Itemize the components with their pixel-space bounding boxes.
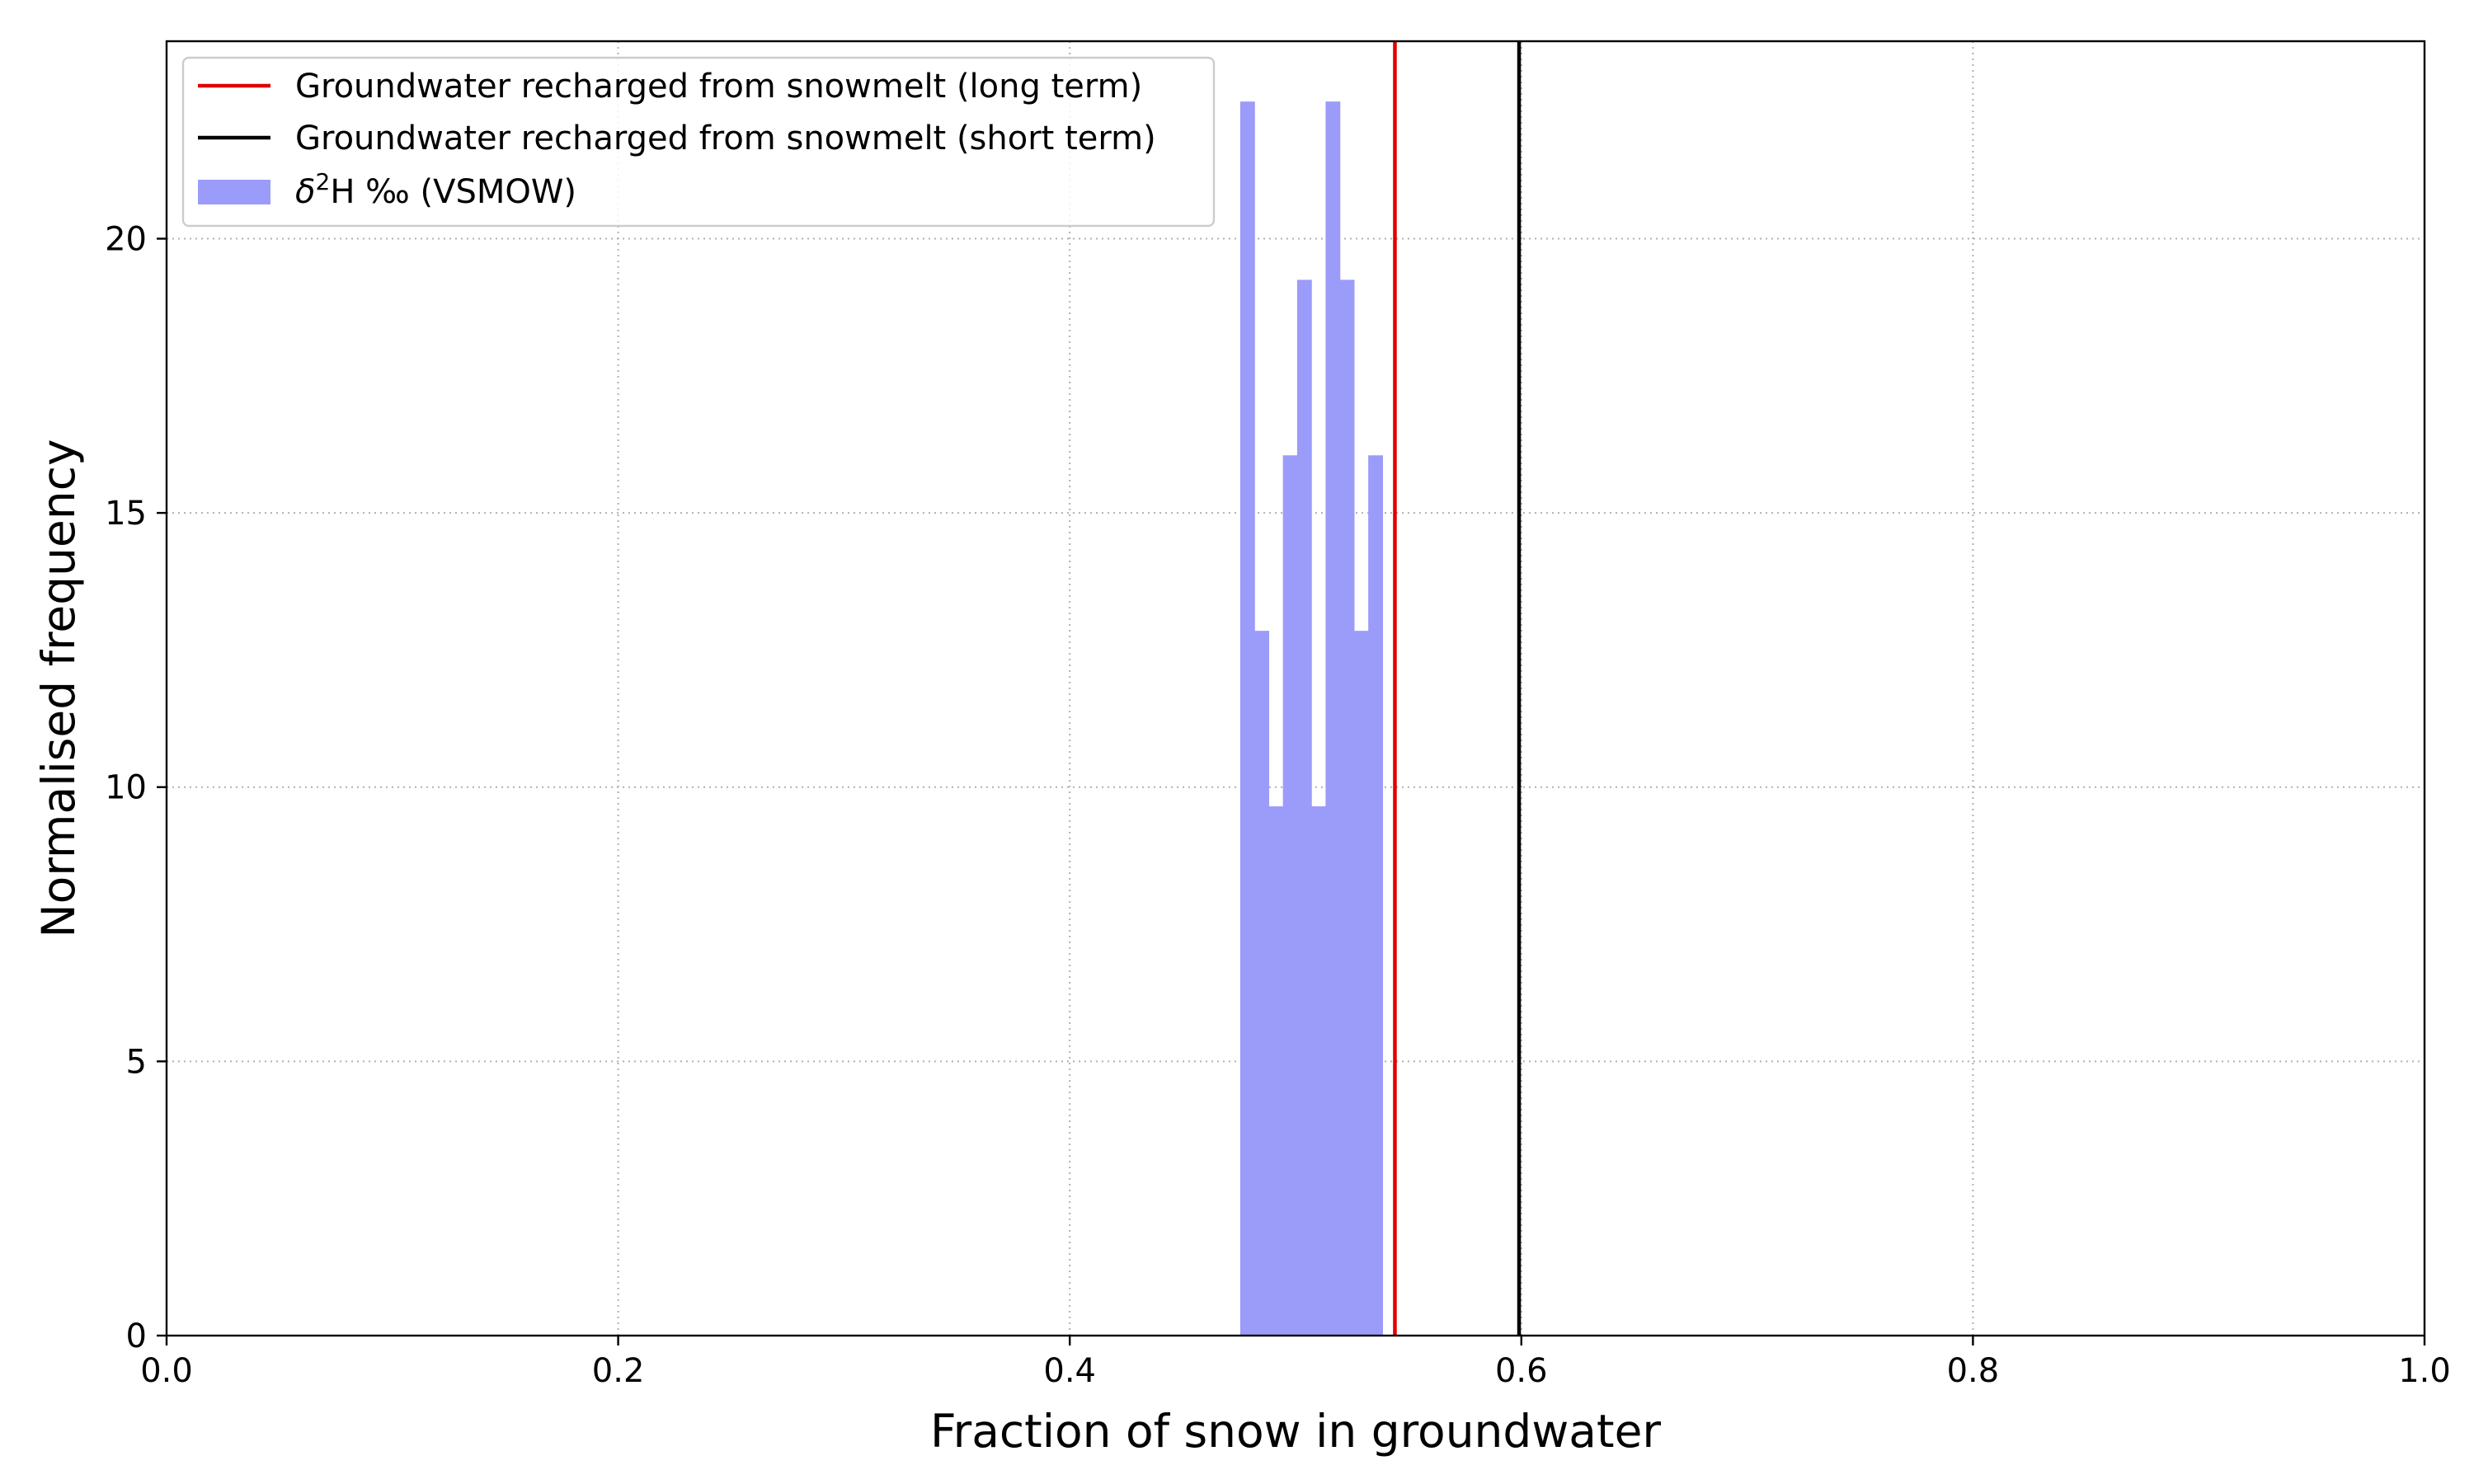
legend-label-histogram-suffix: H ‰ (VSMOW)	[330, 173, 576, 211]
x-axis-ticks: 0.0 0.2 0.4 0.6 0.8 1.0	[140, 1336, 2451, 1390]
histogram-bar	[1311, 806, 1327, 1336]
legend: Groundwater recharged from snowmelt (lon…	[181, 56, 1216, 228]
histogram-bar	[1339, 279, 1355, 1336]
grid	[167, 41, 2425, 1336]
legend-label-long-term: Groundwater recharged from snowmelt (lon…	[295, 68, 1142, 106]
y-axis-label: Normalised frequency	[32, 439, 85, 937]
histogram-bar	[1268, 806, 1284, 1336]
y-tick-label: 5	[126, 1043, 147, 1081]
legend-swatch-histogram	[198, 180, 270, 204]
histogram-bar	[1353, 631, 1369, 1336]
y-axis-ticks: 0 5 10 15 20	[105, 220, 167, 1355]
reference-lines	[1393, 41, 1522, 1336]
x-axis-label: Fraction of snow in groundwater	[930, 1405, 1661, 1458]
x-tick-label: 0.0	[140, 1352, 193, 1390]
x-tick-label: 1.0	[2398, 1352, 2451, 1390]
histogram-bar	[1296, 279, 1312, 1336]
x-tick-label: 0.8	[1947, 1352, 2000, 1390]
histogram-bar	[1325, 101, 1341, 1336]
plot-area-frame	[165, 40, 2426, 1337]
histogram-bar	[1368, 455, 1384, 1336]
legend-label-histogram-superscript: 2	[315, 168, 330, 195]
histogram-bar	[1254, 631, 1270, 1336]
legend-box	[181, 56, 1216, 228]
y-tick-label: 10	[105, 769, 147, 807]
y-tick-label: 20	[105, 220, 147, 258]
histogram-bars	[1239, 101, 1384, 1336]
x-tick-label: 0.2	[592, 1352, 645, 1390]
x-tick-label: 0.4	[1043, 1352, 1096, 1390]
y-tick-label: 15	[105, 495, 147, 533]
legend-label-short-term: Groundwater recharged from snowmelt (sho…	[295, 120, 1156, 157]
histogram-bar	[1282, 455, 1298, 1336]
legend-label-histogram: δ2H ‰ (VSMOW)	[295, 168, 576, 211]
histogram-bar	[1239, 101, 1255, 1336]
legend-label-histogram-prefix: δ	[295, 173, 315, 211]
y-tick-label: 0	[126, 1317, 147, 1355]
x-tick-label: 0.6	[1495, 1352, 1548, 1390]
